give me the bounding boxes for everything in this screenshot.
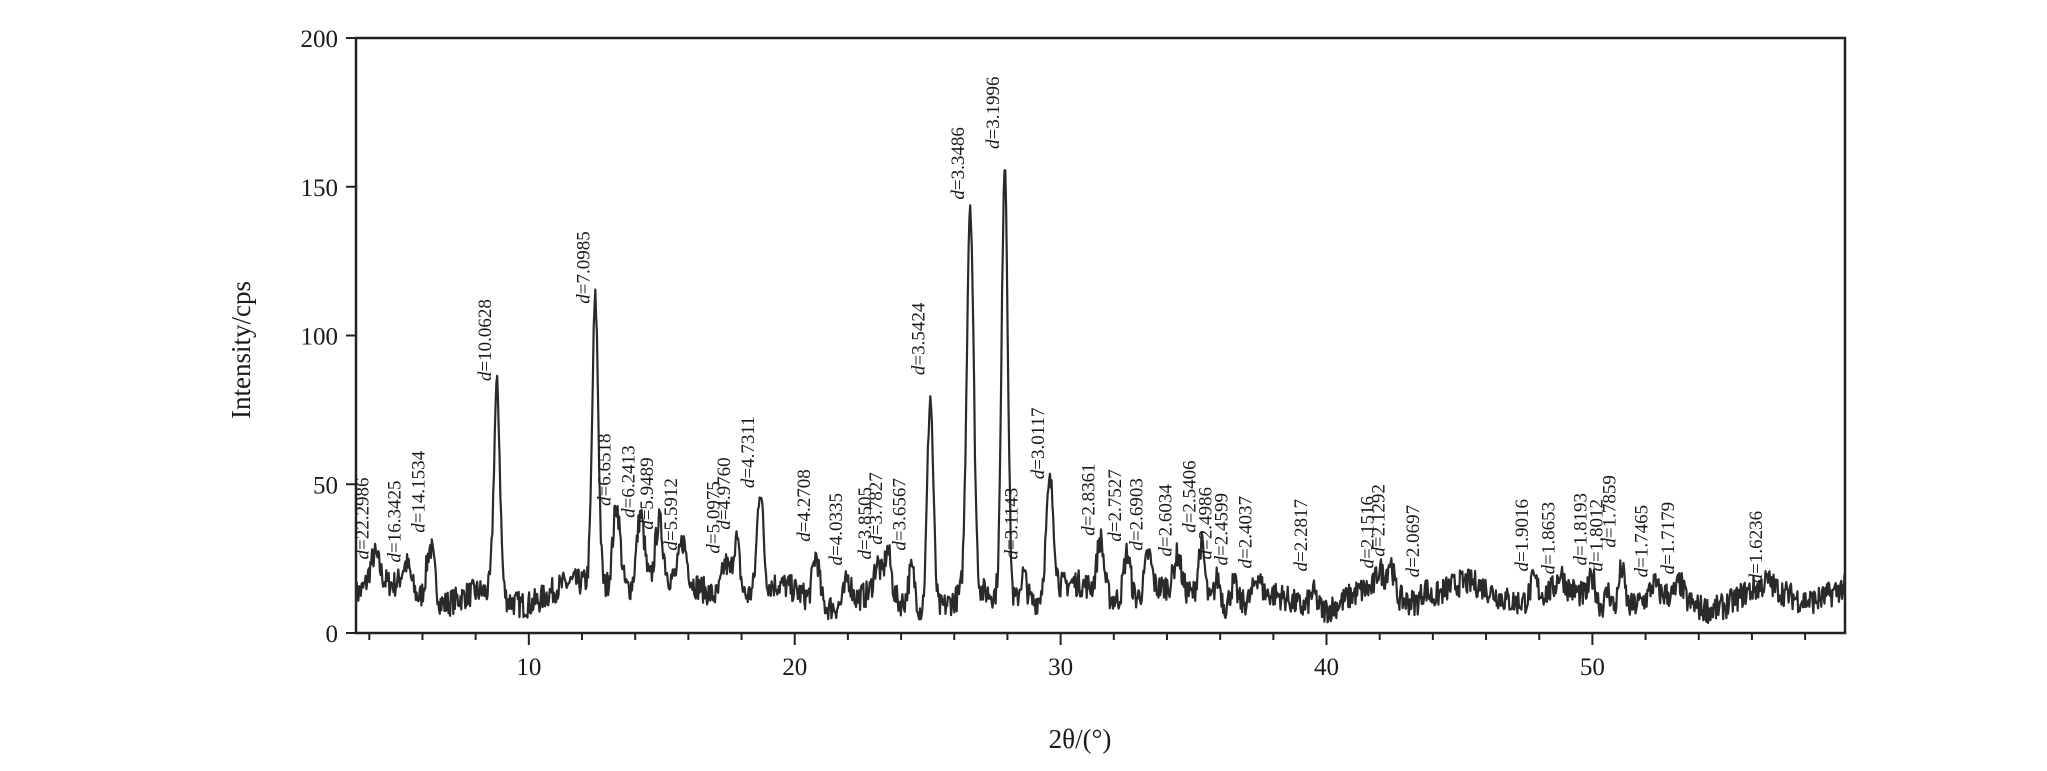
peak-label: d=1.7465 [1632,505,1653,577]
peak-label: d=10.0628 [475,299,496,381]
peak-label: d=3.5424 [908,302,929,375]
y-tick-label: 0 [326,621,339,648]
x-axis-title: 2θ/(°) [1049,724,1112,754]
y-tick-label: 100 [301,324,339,351]
x-tick-label: 30 [1048,654,1073,681]
peak-label: d=1.8193 [1570,493,1591,565]
peak-label: d=1.8012 [1586,499,1607,571]
peak-label: d=2.6034 [1156,484,1177,557]
peak-label: d=2.1516 [1358,496,1379,568]
peak-label: d=2.0697 [1403,505,1424,577]
peak-label: d=2.4599 [1211,493,1232,565]
peak-label: d=3.1996 [983,77,1004,149]
peak-label: d=4.0335 [826,493,847,565]
peak-label: d=16.3425 [385,481,406,563]
y-axis-title: Intensity/cps [226,281,256,419]
y-axis-ticks: 0 50 100 150 200 [301,26,356,648]
y-tick-label: 150 [301,175,339,202]
peak-label: d=1.9016 [1512,499,1533,571]
peak-label: d=2.4037 [1235,496,1256,568]
x-tick-label: 10 [516,654,541,681]
xrd-trace [354,169,1846,625]
peak-label: d=2.2817 [1291,499,1312,571]
peak-label: d=2.6903 [1126,478,1147,550]
peak-label: d=3.3486 [948,127,969,199]
peak-label: d=7.0985 [573,231,594,303]
x-tick-label: 20 [782,654,807,681]
x-tick-label: 50 [1580,654,1605,681]
peak-label: d=6.2413 [619,445,640,517]
peak-label: d=2.5406 [1180,460,1201,532]
peak-label: d=5.5912 [661,478,682,550]
y-tick-label: 50 [313,472,338,499]
x-axis-ticks: 10 20 30 40 50 [368,633,1807,681]
peak-label: d=5.0975 [704,481,725,553]
y-tick-label: 200 [301,26,339,53]
peak-label: d=14.1534 [408,450,429,532]
peak-label: d=3.1143 [1001,488,1022,560]
peak-label: d=1.8653 [1539,502,1560,574]
peak-label: d=3.0117 [1028,407,1049,479]
peak-label: d=3.7827 [866,472,887,544]
peak-label: d=3.6567 [890,478,911,550]
peak-label: d=6.6518 [595,434,616,506]
peak-label: d=1.6236 [1746,511,1767,583]
peak-label: d=1.7179 [1658,502,1679,574]
x-tick-label: 40 [1314,654,1339,681]
peak-label: d=2.4986 [1196,487,1217,559]
peak-label: d=2.1292 [1368,484,1389,556]
peak-label: d=2.7527 [1105,469,1126,541]
peak-label: d=4.2708 [794,469,815,541]
peak-label: d=3.8505 [855,487,876,559]
peak-label: d=4.7311 [738,416,759,488]
peak-label: d=22.2986 [353,478,374,560]
peak-label: d=1.7859 [1600,475,1621,547]
peak-label: d=4.9760 [714,457,735,529]
peak-label: d=5.9489 [637,457,658,529]
peak-label: d=2.8361 [1079,463,1100,535]
diffraction-pattern [354,169,1846,625]
peak-labels: d=22.2986 d=16.3425 d=14.1534 d=10.0628 d=7.… [353,77,1767,584]
